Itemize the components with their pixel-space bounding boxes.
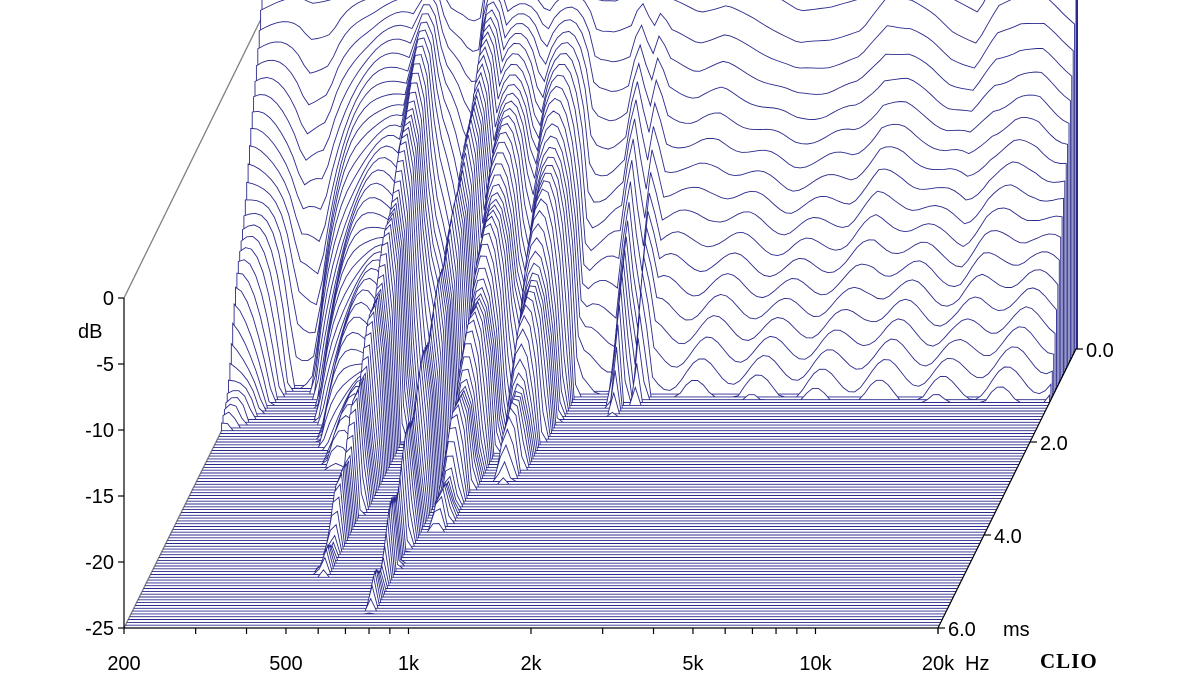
decay-slice (143, 565, 958, 589)
decay-slice (131, 612, 945, 615)
x-tick-label: 2k (520, 653, 542, 675)
decay-slice (196, 301, 1011, 482)
decay-slice (147, 532, 962, 581)
decay-slice (190, 338, 1005, 494)
decay-slice (193, 322, 1008, 488)
x-tick-label: 10k (799, 653, 832, 675)
y-tick-label: -15 (85, 486, 114, 508)
x-axis-unit: Hz (965, 653, 989, 675)
decay-slice (158, 492, 973, 558)
z-tick-group: 0.0 2.0 4.0 6.0 (938, 340, 1114, 641)
x-tick-label: 20k (922, 653, 955, 675)
decay-slice (137, 569, 952, 601)
decay-slice (172, 420, 987, 530)
decay-slice (139, 569, 954, 598)
decay-slice (133, 584, 948, 609)
decay-slice (174, 418, 989, 527)
decay-slice (185, 349, 1000, 505)
decay-slice (197, 291, 1012, 480)
decay-slice (204, 265, 1019, 465)
z-axis-line (937, 348, 1077, 629)
decay-slice (136, 570, 951, 604)
decay-slice (179, 383, 994, 516)
decay-slice (175, 413, 990, 525)
x-tick-label: 500 (269, 653, 302, 675)
z-axis-unit: ms (1003, 619, 1030, 641)
decay-slices (124, 0, 1078, 629)
decay-slice (142, 568, 957, 592)
decay-slice (207, 255, 1022, 460)
decay-slice (203, 268, 1018, 469)
decay-slice (167, 431, 982, 542)
decay-slice (170, 422, 984, 536)
z-tick-label: 4.0 (994, 526, 1022, 548)
brand-logo-text: CLIO (1040, 649, 1098, 673)
decay-slice (149, 519, 964, 578)
decay-slice (183, 354, 998, 508)
decay-slice (181, 372, 996, 513)
decay-slice (146, 546, 961, 584)
decay-slice (165, 440, 980, 544)
decay-slice (156, 496, 971, 564)
decay-slice (178, 394, 993, 519)
x-tick-label: 1k (398, 653, 420, 675)
y-tick-label: -20 (85, 552, 114, 574)
decay-slice (192, 331, 1007, 491)
decay-slice (164, 452, 979, 547)
z-tick-label: 6.0 (948, 619, 976, 641)
x-tick-group: 200 500 1k 2k 5k 10k 20k (107, 628, 955, 675)
decay-slice (140, 570, 955, 595)
decay-slice (188, 344, 1003, 499)
decay-slice (199, 282, 1014, 477)
decay-slice (200, 276, 1015, 474)
decay-slice (153, 497, 968, 570)
decay-slice (151, 501, 966, 573)
decay-slice (195, 312, 1010, 485)
decay-slice (154, 496, 969, 567)
y-tick-label: 0 (103, 288, 114, 310)
z-tick-label: 2.0 (1040, 433, 1068, 455)
decay-slice (186, 346, 1001, 502)
decay-slice (132, 597, 947, 612)
decay-slice (144, 557, 959, 587)
y-tick-label: -10 (85, 420, 114, 442)
x-tick-label: 200 (107, 653, 140, 675)
decay-slice (163, 464, 977, 550)
decay-slice (150, 508, 965, 575)
y-tick-label: -5 (96, 354, 114, 376)
decay-slice (161, 476, 976, 553)
decay-slice (202, 272, 1017, 471)
decay-slice (182, 362, 997, 511)
decay-slice (177, 405, 991, 522)
decay-slice (206, 261, 1021, 463)
decay-slice (157, 495, 972, 561)
y-tick-group: 0 -5 -10 -15 -20 -25 (85, 288, 124, 640)
decay-slice (171, 421, 986, 533)
z-tick-label: 0.0 (1086, 340, 1114, 362)
right-edge-band (1076, 0, 1078, 349)
y-tick-label: -25 (85, 618, 114, 640)
decay-slice (135, 576, 950, 606)
y-axis-unit: dB (78, 321, 102, 343)
x-tick-label: 5k (682, 653, 704, 675)
decay-slice (160, 486, 975, 556)
decay-slice (189, 342, 1004, 496)
decay-slice (168, 425, 983, 539)
